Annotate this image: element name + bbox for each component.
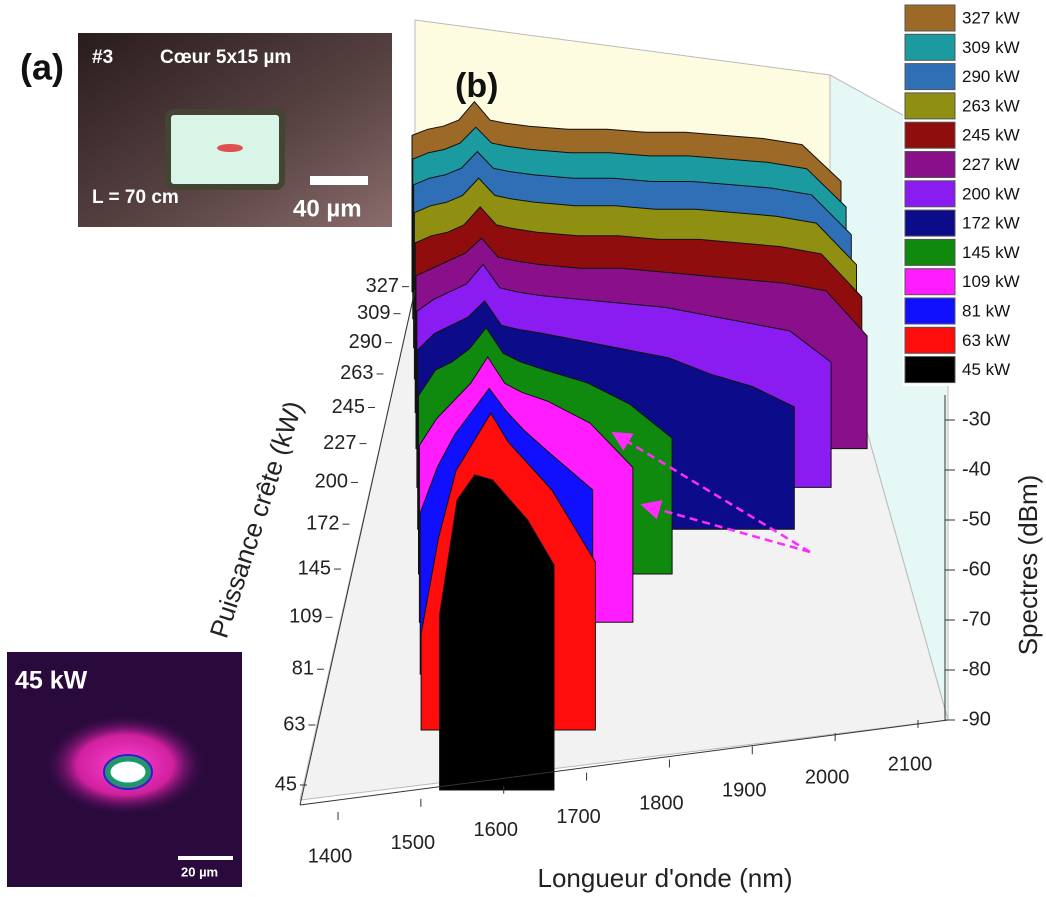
depth-tick-label: 63 bbox=[283, 713, 305, 735]
photo-label: 40 µm bbox=[293, 195, 362, 222]
x-tick-label: 1400 bbox=[308, 845, 353, 867]
legend-swatch bbox=[904, 63, 956, 91]
depth-axis-line bbox=[299, 289, 416, 806]
legend-swatch bbox=[904, 4, 956, 32]
y-tick-label: -50 bbox=[962, 508, 991, 530]
y-tick-label: -60 bbox=[962, 558, 991, 580]
legend-label: 245 kW bbox=[962, 126, 1020, 145]
photo-label: 45 kW bbox=[15, 667, 88, 695]
mode-ring bbox=[103, 754, 153, 790]
depth-tick-label: 200 bbox=[315, 471, 348, 493]
x-tick-label: 1500 bbox=[391, 832, 436, 854]
scale-bar bbox=[178, 856, 233, 860]
depth-tick-label: 263 bbox=[340, 362, 373, 384]
x-tick-label: 2000 bbox=[805, 766, 850, 788]
x-tick-label: 1800 bbox=[639, 793, 684, 815]
legend-label: 81 kW bbox=[962, 301, 1010, 320]
legend-swatch bbox=[904, 356, 956, 384]
legend-label: 109 kW bbox=[962, 272, 1020, 291]
x-tick-label: 2100 bbox=[888, 753, 933, 775]
series-layer bbox=[411, 100, 868, 791]
photo-label: #3 bbox=[92, 47, 113, 68]
y-tick-label: -40 bbox=[962, 458, 991, 480]
legend-label: 309 kW bbox=[962, 38, 1020, 57]
mode-core bbox=[105, 756, 151, 788]
legend-swatch bbox=[904, 209, 956, 237]
legend-swatch bbox=[904, 33, 956, 61]
legend-swatch bbox=[904, 151, 956, 178]
panel-label: (a) bbox=[20, 47, 64, 88]
x-tick-label: 1900 bbox=[722, 780, 767, 802]
legend-label: 327 kW bbox=[962, 8, 1020, 27]
legend-label: 145 kW bbox=[962, 243, 1020, 262]
arrow bbox=[611, 431, 811, 554]
legend-label: 227 kW bbox=[962, 155, 1020, 174]
photo-label: Cœur 5x15 µm bbox=[160, 47, 291, 68]
depth-tick-label: 327 bbox=[366, 275, 399, 297]
legend-label: 172 kW bbox=[962, 214, 1020, 233]
depth-tick-label: 45 bbox=[275, 773, 297, 795]
legend-label: 63 kW bbox=[962, 331, 1010, 350]
arrow bbox=[640, 500, 811, 554]
depth-tick-label: 290 bbox=[349, 331, 382, 353]
y-tick-label: -70 bbox=[962, 608, 991, 630]
spectrum-area bbox=[439, 474, 555, 791]
depth-tick-label: 227 bbox=[323, 432, 356, 454]
legend-label: 45 kW bbox=[962, 360, 1010, 379]
legend-label: 290 kW bbox=[962, 67, 1020, 86]
legend-swatch bbox=[904, 121, 956, 149]
legend-label: 263 kW bbox=[962, 96, 1020, 115]
x-axis-line bbox=[299, 719, 949, 806]
photo-label: L = 70 cm bbox=[92, 187, 179, 208]
y-tick-label: -30 bbox=[962, 408, 991, 430]
legend-swatch bbox=[904, 326, 956, 354]
y-tick-label: -80 bbox=[962, 658, 991, 680]
legend-swatch bbox=[904, 297, 956, 325]
x-tick-label: 1700 bbox=[556, 806, 601, 828]
legend-swatch bbox=[904, 180, 956, 208]
depth-tick-label: 81 bbox=[292, 657, 314, 679]
depth-tick-label: 245 bbox=[332, 396, 365, 418]
legend-swatch bbox=[904, 238, 956, 266]
x-tick-label: 1600 bbox=[473, 819, 518, 841]
y-axis-title: Spectres (dBm) bbox=[1013, 475, 1043, 656]
legend-swatch bbox=[904, 92, 956, 120]
depth-tick-label: 109 bbox=[289, 606, 322, 628]
x-axis-title: Longueur d'onde (nm) bbox=[537, 863, 792, 893]
photo-label: 20 µm bbox=[181, 864, 218, 879]
y-tick-label: -90 bbox=[962, 708, 991, 730]
legend-swatch bbox=[904, 268, 956, 296]
core-image bbox=[217, 144, 243, 152]
depth-tick-label: 172 bbox=[306, 512, 339, 534]
depth-tick-label: 309 bbox=[357, 302, 390, 324]
scale-bar bbox=[310, 176, 368, 185]
legend-label: 200 kW bbox=[962, 184, 1020, 203]
panel-label: (b) bbox=[455, 67, 498, 105]
depth-tick-label: 145 bbox=[298, 557, 331, 579]
